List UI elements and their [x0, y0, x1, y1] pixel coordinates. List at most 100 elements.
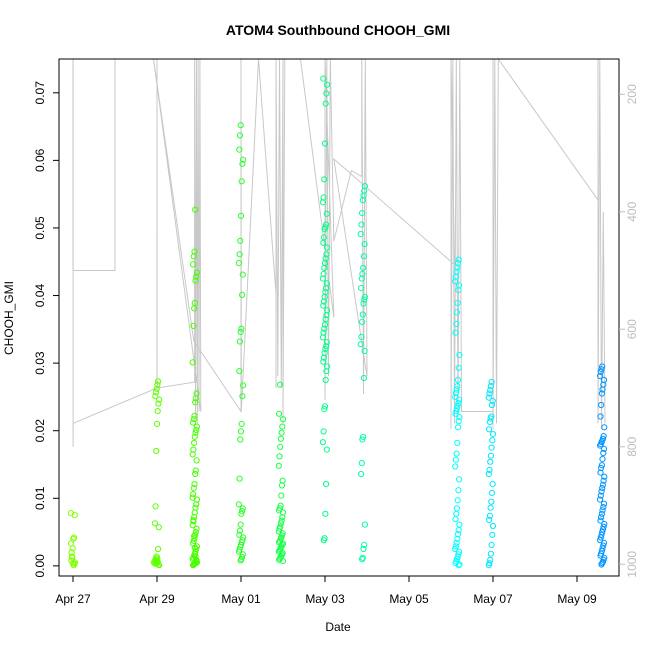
- data-point: [453, 450, 460, 457]
- data-point: [278, 482, 286, 489]
- data-point: [487, 550, 494, 557]
- right-axis: 200 400 600 800 1000: [619, 84, 639, 578]
- plot-frame: [58, 58, 620, 577]
- data-point: [597, 469, 604, 476]
- data-point: [321, 321, 329, 328]
- data-point: [454, 535, 461, 542]
- data-point: [599, 526, 607, 533]
- data-point: [155, 524, 162, 531]
- data-point: [597, 442, 604, 449]
- data-point: [191, 412, 198, 419]
- x-axis-title: Date: [325, 620, 351, 634]
- right-tick-label: 200: [625, 84, 639, 104]
- data-point: [456, 548, 463, 555]
- data-point: [487, 383, 494, 390]
- data-point: [323, 481, 330, 488]
- data-point: [452, 410, 459, 417]
- y-tick-label: 0.02: [33, 419, 47, 443]
- data-point: [453, 320, 460, 327]
- data-point: [452, 463, 459, 470]
- data-point: [238, 510, 245, 517]
- data-point: [597, 372, 604, 380]
- data-point: [489, 437, 496, 444]
- y-tick-label: 0.01: [33, 486, 47, 510]
- data-point: [454, 376, 462, 384]
- data-point: [488, 498, 495, 505]
- right-tick-label: 1000: [625, 551, 639, 578]
- data-point: [321, 226, 328, 233]
- data-point: [324, 81, 331, 88]
- data-point: [190, 253, 197, 260]
- pressure-profile-lines: [72, 57, 606, 447]
- data-point: [193, 457, 200, 464]
- data-point: [193, 426, 200, 434]
- data-point: [238, 420, 245, 427]
- data-point: [597, 517, 604, 524]
- data-point: [455, 418, 462, 425]
- data-point: [277, 520, 284, 527]
- data-point: [191, 305, 198, 312]
- data-point: [153, 560, 161, 567]
- data-point: [456, 414, 463, 421]
- data-point: [189, 494, 196, 501]
- data-point: [276, 381, 283, 388]
- y-tick-label: 0.05: [33, 216, 47, 240]
- data-point: [361, 347, 368, 355]
- data-point: [454, 497, 461, 504]
- data-point: [452, 560, 459, 567]
- data-point: [155, 545, 162, 553]
- data-point: [456, 561, 463, 568]
- data-point: [598, 510, 606, 517]
- y-axis-title: CHOOH_GMI: [2, 281, 16, 355]
- data-point: [190, 322, 197, 329]
- data-point: [455, 287, 462, 294]
- data-point: [358, 460, 365, 467]
- data-point: [319, 334, 326, 341]
- data-point: [600, 542, 607, 549]
- data-point: [359, 436, 366, 443]
- data-point: [600, 523, 607, 530]
- data-point: [237, 428, 245, 435]
- data-point: [486, 512, 493, 520]
- data-point: [193, 273, 200, 280]
- data-point: [361, 296, 368, 303]
- data-point: [152, 389, 159, 396]
- data-point: [359, 210, 366, 217]
- data-point: [486, 426, 493, 433]
- data-point: [191, 544, 198, 551]
- data-point: [359, 556, 366, 563]
- x-tick-label: Apr 27: [55, 592, 91, 606]
- data-point: [599, 485, 606, 492]
- data-point: [597, 413, 604, 420]
- data-point: [452, 278, 459, 285]
- data-point: [361, 541, 368, 549]
- data-point: [453, 408, 460, 415]
- data-point: [598, 514, 605, 521]
- data-point: [68, 549, 75, 556]
- data-point: [321, 406, 328, 413]
- data-point: [358, 285, 365, 292]
- x-axis: Apr 27 Apr 29 May 01 May 03 May 05 May 07 May …: [55, 575, 597, 606]
- data-point: [358, 221, 365, 228]
- data-point: [320, 298, 327, 305]
- data-point: [236, 475, 243, 482]
- data-point: [189, 359, 196, 366]
- data-point: [456, 521, 463, 528]
- data-point: [276, 410, 283, 417]
- data-point: [489, 397, 496, 405]
- data-point: [240, 382, 247, 389]
- data-point: [600, 477, 607, 484]
- data-point: [485, 470, 492, 478]
- x-tick-label: May 09: [557, 592, 597, 606]
- data-point: [322, 345, 329, 352]
- data-point: [323, 368, 330, 375]
- data-point: [191, 514, 198, 521]
- data-point: [599, 386, 606, 393]
- data-point: [236, 527, 243, 534]
- data-point: [70, 535, 77, 542]
- data-point: [320, 428, 327, 435]
- right-tick-label: 400: [625, 201, 639, 221]
- data-point: [152, 393, 159, 400]
- data-point: [191, 533, 198, 540]
- data-point: [320, 354, 327, 361]
